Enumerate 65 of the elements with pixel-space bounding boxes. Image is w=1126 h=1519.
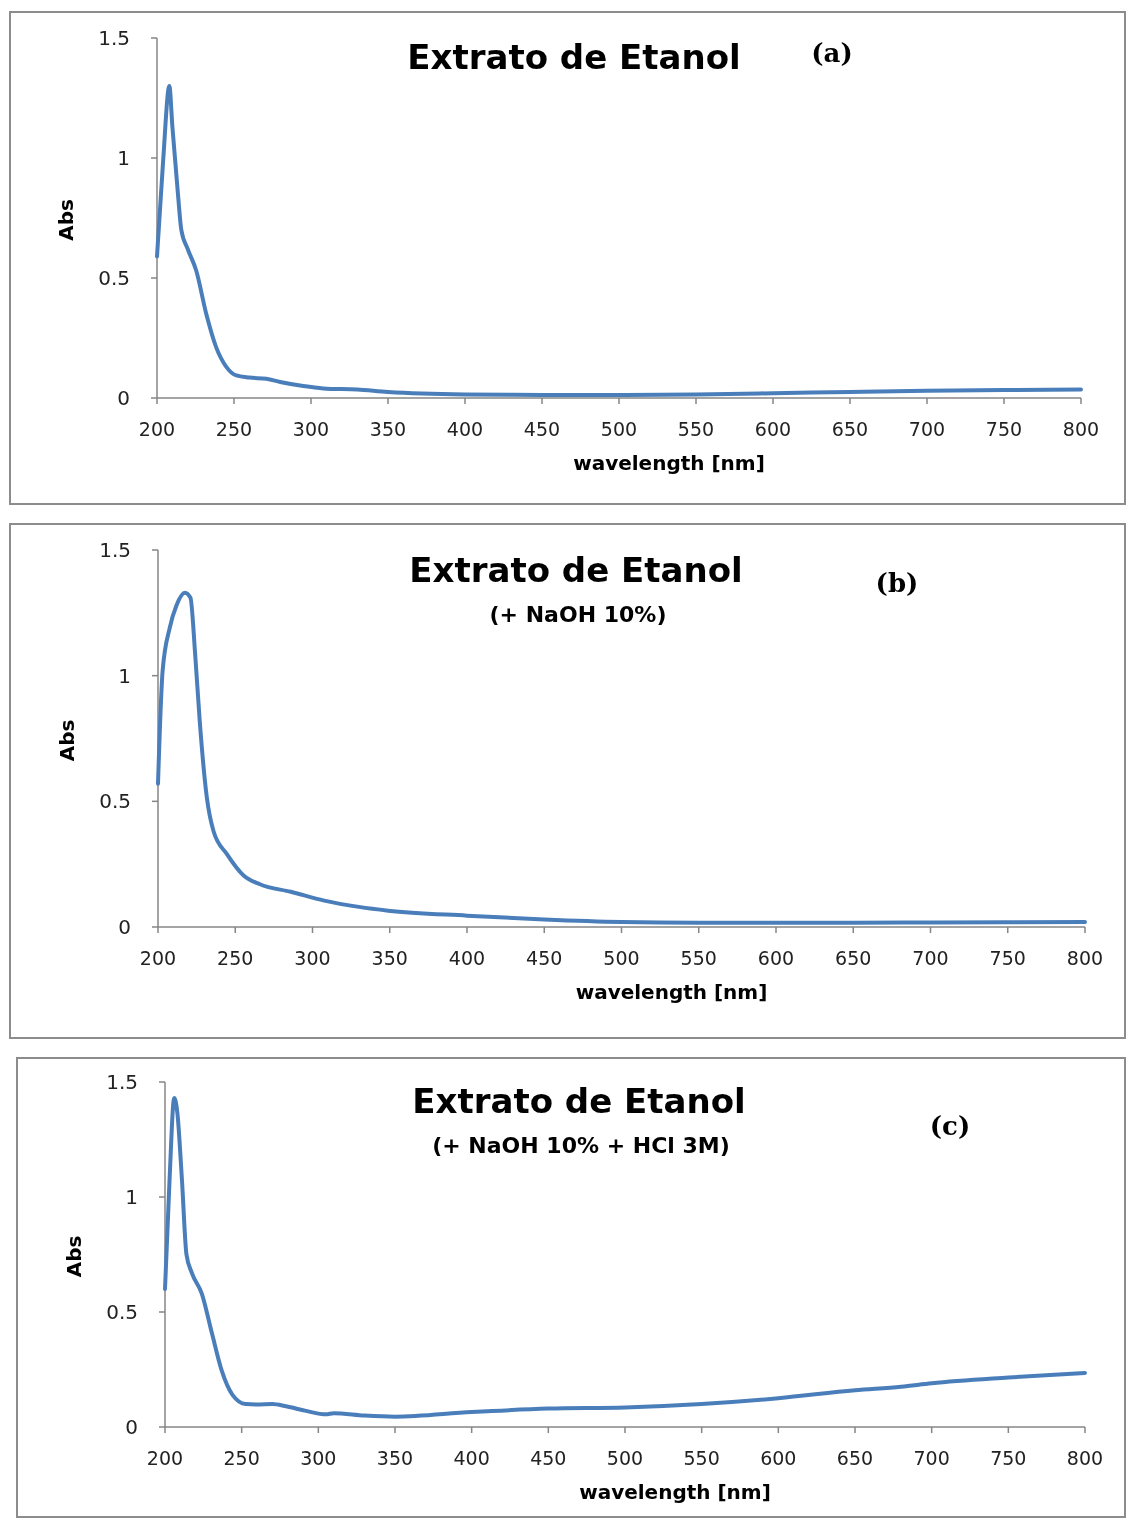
y-tick-label: 0 — [118, 915, 131, 939]
y-tick-label: 0.5 — [98, 266, 130, 290]
x-tick-label: 650 — [831, 418, 869, 440]
y-tick-label: 1 — [118, 663, 131, 688]
annotation: (a) — [811, 38, 853, 68]
x-axis-title: wavelength [nm] — [575, 980, 768, 1004]
annotation: (b) — [875, 568, 919, 598]
x-tick-label: 200 — [139, 947, 177, 969]
x-tick-label: 250 — [215, 418, 253, 440]
x-tick-label: 750 — [989, 947, 1026, 969]
x-tick-label: 600 — [760, 1447, 797, 1469]
x-tick-label: 350 — [371, 947, 408, 969]
x-axis-title: wavelength [nm] — [579, 1480, 771, 1504]
chart-title: Extrato de Etanol — [409, 550, 743, 590]
y-tick-label: 1 — [117, 146, 130, 170]
x-tick-label: 550 — [680, 947, 717, 969]
x-tick-label: 800 — [1066, 947, 1104, 969]
x-tick-label: 350 — [376, 1447, 414, 1469]
x-axis-title: wavelength [nm] — [573, 451, 765, 475]
x-tick-label: 200 — [146, 1447, 184, 1469]
text: (+ NaOH 10%) — [489, 602, 667, 627]
x-tick-label: 450 — [523, 418, 561, 440]
x-tick-label: 450 — [530, 1447, 567, 1469]
x-tick-label: 300 — [292, 418, 330, 440]
x-tick-label: 250 — [217, 947, 254, 969]
x-tick-label: 700 — [913, 1447, 950, 1469]
y-tick-label: 1.5 — [98, 26, 130, 50]
x-tick-label: 500 — [603, 947, 640, 969]
y-tick-label: 0 — [125, 1415, 138, 1439]
x-tick-label: 650 — [835, 947, 872, 969]
y-tick-label: 0.5 — [99, 789, 131, 814]
x-tick-label: 550 — [677, 418, 715, 440]
x-tick-label: 600 — [754, 418, 792, 440]
x-tick-label: 400 — [453, 1447, 490, 1469]
x-tick-label: 800 — [1066, 1447, 1104, 1469]
x-tick-label: 400 — [448, 947, 486, 969]
x-tick-label: 800 — [1062, 418, 1100, 440]
x-tick-label: 500 — [600, 418, 638, 440]
x-tick-label: 400 — [446, 418, 484, 440]
y-axis-title: Abs — [62, 1235, 86, 1278]
x-tick-label: 600 — [757, 947, 795, 969]
y-tick-label: 0.5 — [106, 1300, 138, 1324]
x-tick-label: 450 — [526, 947, 563, 969]
x-tick-label: 750 — [990, 1447, 1027, 1469]
x-tick-label: 700 — [908, 418, 946, 440]
x-tick-label: 350 — [369, 418, 407, 440]
x-tick-label: 250 — [223, 1447, 260, 1469]
x-tick-label: 300 — [300, 1447, 337, 1469]
text: (+ NaOH 10% + HCl 3M) — [432, 1133, 730, 1158]
y-tick-label: 0 — [117, 386, 130, 410]
chart-title: Extrato de Etanol — [412, 1081, 746, 1121]
x-tick-label: 500 — [606, 1447, 644, 1469]
x-tick-label: 750 — [985, 418, 1023, 440]
annotation: (c) — [929, 1111, 971, 1141]
chart-title: Extrato de Etanol — [407, 37, 741, 77]
y-tick-label: 1.5 — [99, 538, 131, 562]
x-tick-label: 650 — [836, 1447, 874, 1469]
x-tick-label: 200 — [138, 418, 176, 440]
y-tick-label: 1.5 — [106, 1070, 138, 1094]
y-tick-label: 1 — [125, 1185, 138, 1209]
y-axis-title: Abs — [55, 719, 79, 762]
y-axis-title: Abs — [54, 199, 78, 241]
x-tick-label: 550 — [683, 1447, 720, 1469]
x-tick-label: 700 — [912, 947, 949, 969]
x-tick-label: 300 — [294, 947, 331, 969]
